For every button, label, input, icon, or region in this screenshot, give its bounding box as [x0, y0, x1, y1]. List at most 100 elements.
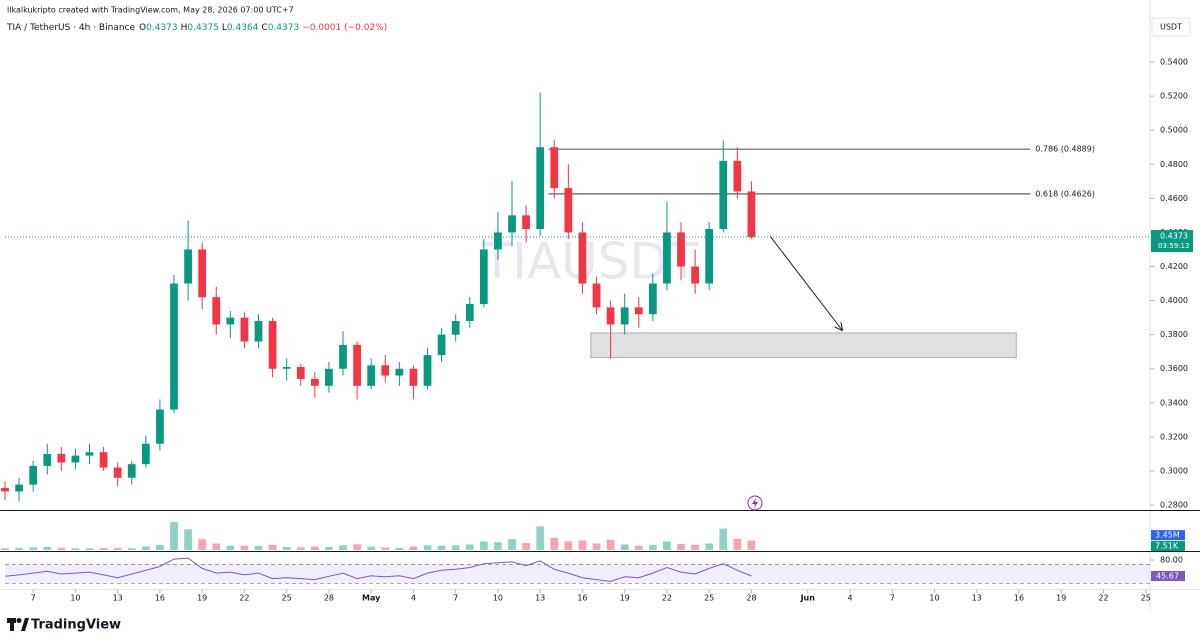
- rsi-label-box: [1151, 571, 1185, 582]
- ohlc-value: 0.4373: [146, 23, 178, 33]
- fib-label: 0.786 (0.4889): [1035, 145, 1095, 154]
- candle-body: [648, 283, 657, 315]
- watermark: TIAUSDT: [481, 233, 699, 291]
- volume-bar: [494, 542, 502, 550]
- candle-body: [691, 266, 699, 284]
- volume-bar: [606, 539, 615, 550]
- candle-body: [212, 297, 221, 325]
- volume-bar: [381, 547, 390, 550]
- y-tick-label: 0.5400: [1160, 58, 1188, 67]
- volume-bar: [592, 543, 601, 550]
- candle-body: [733, 160, 742, 192]
- volume-bar: [1, 548, 9, 550]
- volume-bar: [648, 544, 657, 550]
- volume-bar: [85, 548, 94, 550]
- volume-bar: [550, 537, 559, 550]
- x-tick-label: 22: [662, 594, 672, 603]
- logo-part: [10, 623, 14, 631]
- event-bolt: [752, 498, 758, 508]
- candle-body: [184, 249, 192, 284]
- x-tick-label: 10: [929, 594, 939, 603]
- volume-bar: [465, 544, 474, 550]
- logo-part: [16, 618, 22, 623]
- brand-name: TradingView: [31, 618, 121, 633]
- x-tick-label: Jun: [800, 594, 816, 603]
- volume-bar: [367, 546, 376, 550]
- candle-body: [1, 488, 9, 492]
- volume-bar: [99, 547, 108, 550]
- rsi-tick-label: 80.00: [1160, 555, 1183, 564]
- candle-body: [747, 191, 756, 238]
- volume-label-box: [1151, 541, 1185, 551]
- y-tick-label: 0.3200: [1160, 432, 1188, 441]
- x-tick-label: 4: [411, 594, 416, 603]
- candle-body: [536, 147, 545, 230]
- ohlc-key: L: [222, 23, 227, 33]
- volume-bar: [691, 544, 699, 550]
- volume-bar: [536, 526, 545, 550]
- change: −0.0001 (−0.02%): [302, 23, 387, 33]
- x-tick-label: 7: [31, 594, 36, 603]
- x-tick-label: 4: [847, 594, 852, 603]
- logo-part: [21, 618, 29, 631]
- volume-bar: [339, 545, 347, 550]
- candle-body: [564, 188, 573, 233]
- volume-bar: [620, 544, 629, 550]
- volume-bar: [113, 547, 122, 550]
- rsi-band: [5, 564, 1150, 584]
- candle-body: [451, 321, 460, 335]
- volume-bar: [71, 548, 80, 550]
- candle-body: [381, 365, 390, 376]
- volume-bar: [170, 522, 178, 550]
- watermark-layer: TIAUSDT: [481, 233, 699, 291]
- attribution: llkalkukripto created with TradingView.c…: [7, 6, 294, 15]
- candle-body: [663, 232, 671, 284]
- volume-bar: [226, 545, 235, 550]
- volume-bar: [127, 548, 136, 550]
- ohlc-value: 0.4373: [268, 23, 300, 33]
- x-tick-label: 22: [1098, 594, 1108, 603]
- symbol-title: TIA / TetherUS · 4h · Binance: [6, 23, 135, 33]
- candle-body: [620, 307, 629, 325]
- candle-body: [606, 307, 615, 325]
- candle-body: [240, 317, 249, 342]
- x-tick-label: 19: [197, 594, 207, 603]
- candle-body: [296, 367, 305, 379]
- volume-bar: [353, 544, 361, 550]
- volume-bar: [564, 541, 573, 550]
- volume-bar: [254, 546, 263, 550]
- ohlc-value: 0.4364: [227, 23, 259, 33]
- candle-body: [508, 215, 516, 233]
- ohlc-key: O: [139, 23, 146, 33]
- volume-label-box: [1151, 530, 1185, 541]
- candle-body: [634, 307, 643, 315]
- candle-body: [677, 232, 685, 267]
- candle-body: [226, 317, 235, 325]
- candle-body: [719, 160, 728, 230]
- volume-bar: [508, 539, 516, 550]
- candle-body: [423, 355, 432, 386]
- candle-body: [99, 452, 108, 468]
- volume-bar: [451, 545, 460, 550]
- candle-body: [367, 365, 376, 386]
- candle-body: [113, 467, 122, 478]
- countdown: 03:59:13: [1158, 242, 1189, 250]
- x-tick-label: 13: [113, 594, 123, 603]
- x-tick-label: 28: [324, 594, 334, 603]
- x-tick-label: 25: [1141, 594, 1151, 603]
- y-tick-label: 0.4000: [1160, 296, 1188, 305]
- volume-bar: [663, 541, 671, 550]
- y-tick-label: 0.4800: [1160, 160, 1188, 169]
- currency-box: [1151, 17, 1191, 37]
- last-price-box: [1151, 230, 1193, 253]
- volume-bar: [57, 547, 66, 550]
- x-tick-label: 19: [1056, 594, 1066, 603]
- candle-body: [71, 455, 80, 463]
- candle-body: [85, 452, 94, 456]
- x-tick-label: 7: [890, 594, 895, 603]
- candle-body: [57, 453, 66, 463]
- volume-bar: [325, 546, 333, 550]
- rsi-line: [4, 557, 752, 582]
- volume-bar: [395, 547, 404, 550]
- volume-bar: [578, 540, 587, 550]
